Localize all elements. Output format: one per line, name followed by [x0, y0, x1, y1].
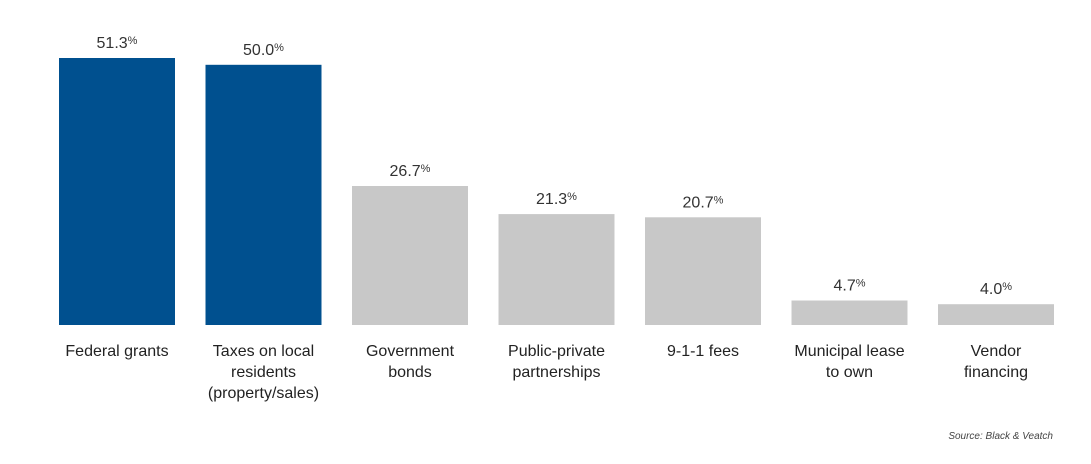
bar-4	[645, 217, 761, 325]
category-label-line: Federal grants	[65, 343, 168, 360]
source-note: Source: Black & Veatch	[948, 431, 1053, 442]
value-label-1: 50.0%	[243, 42, 284, 59]
category-label-line: Government	[366, 343, 455, 360]
bar-0	[59, 58, 175, 325]
bar-3	[498, 214, 615, 325]
value-unit: %	[714, 194, 724, 206]
value-unit: %	[274, 42, 284, 54]
category-label-1: Taxes on local residents (property/sales)	[208, 343, 319, 402]
category-label-5: Municipal lease to own	[794, 343, 904, 381]
category-label-line: Taxes on local	[213, 343, 314, 360]
value-label-4: 20.7%	[683, 194, 724, 211]
bar-2	[352, 186, 468, 325]
category-label-2: Government bonds	[366, 343, 455, 381]
category-label-4: 9-1-1 fees	[667, 343, 739, 360]
bar-5	[791, 300, 908, 325]
bar-1	[205, 64, 322, 326]
category-label-3: Public-private partnerships	[508, 343, 605, 381]
value-label-6: 4.0%	[980, 281, 1012, 298]
value-number: 20.7	[683, 194, 714, 211]
value-unit: %	[1002, 281, 1012, 293]
value-label-0: 51.3%	[97, 35, 138, 52]
value-number: 4.7	[833, 278, 855, 295]
value-unit: %	[856, 278, 866, 290]
category-label-line: residents	[231, 364, 296, 381]
category-label-line: bonds	[388, 364, 432, 381]
category-label-line: Municipal lease	[794, 343, 904, 360]
category-label-line: to own	[826, 364, 873, 381]
value-label-2: 26.7%	[390, 163, 431, 180]
category-label-line: financing	[964, 364, 1028, 381]
bar-6	[938, 304, 1054, 325]
value-number: 50.0	[243, 42, 274, 59]
category-label-line: 9-1-1 fees	[667, 343, 739, 360]
category-label-0: Federal grants	[65, 343, 168, 360]
category-label-line: Public-private	[508, 343, 605, 360]
category-label-line: Vendor	[971, 343, 1022, 360]
value-label-3: 21.3%	[536, 191, 577, 208]
value-unit: %	[128, 35, 138, 47]
category-label-6: Vendor financing	[964, 343, 1028, 381]
value-label-5: 4.7%	[833, 278, 865, 295]
value-unit: %	[567, 191, 577, 203]
value-number: 51.3	[97, 35, 128, 52]
category-label-line: (property/sales)	[208, 385, 319, 402]
value-number: 21.3	[536, 191, 567, 208]
value-number: 26.7	[390, 163, 421, 180]
value-unit: %	[421, 163, 431, 175]
value-number: 4.0	[980, 281, 1002, 298]
category-label-line: partnerships	[512, 364, 600, 381]
